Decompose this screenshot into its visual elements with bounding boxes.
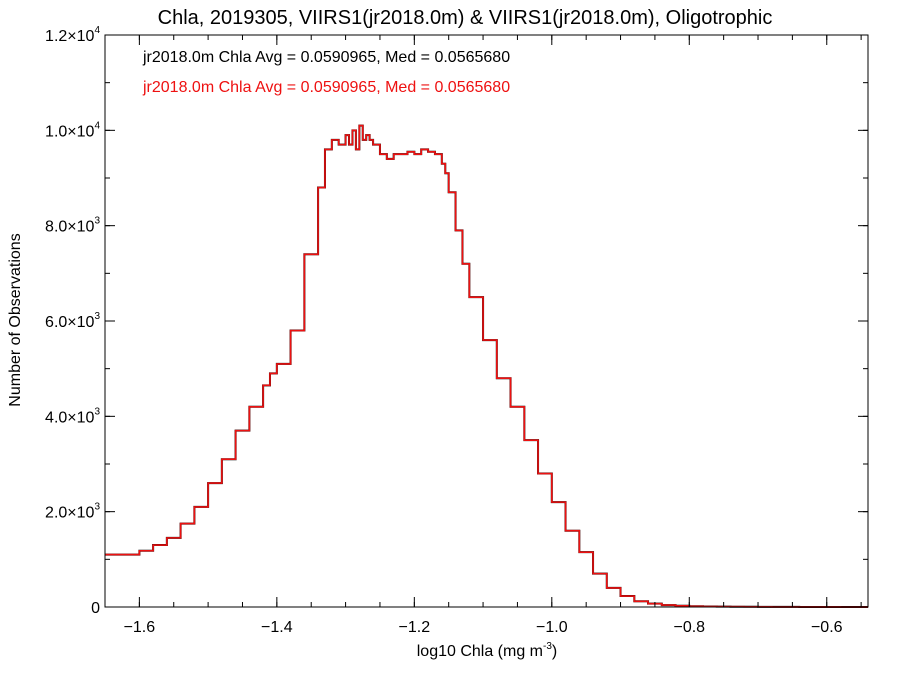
y-tick-label: 6.0×103 bbox=[45, 311, 100, 331]
plot-frame bbox=[104, 34, 869, 608]
stat-annotation-red: jr2018.0m Chla Avg = 0.0590965, Med = 0.… bbox=[142, 79, 510, 96]
y-tick-label: 1.2×104 bbox=[45, 25, 100, 45]
ticks-layer: −1.6 −1.4 −1.2 −1.0 −0.8 −0.6 0 2.0×103 4.0×103 6… bbox=[45, 25, 868, 636]
x-tick-label: −1.2 bbox=[399, 619, 431, 636]
series-line-black bbox=[105, 124, 868, 608]
y-tick-label: 0 bbox=[91, 600, 100, 617]
series-line-red bbox=[105, 124, 868, 608]
chart-title: Chla, 2019305, VIIRS1(jr2018.0m) & VIIRS… bbox=[158, 7, 773, 29]
y-tick-label: 4.0×103 bbox=[45, 406, 100, 426]
x-tick-label: −0.6 bbox=[811, 619, 843, 636]
stat-annotation-black: jr2018.0m Chla Avg = 0.0590965, Med = 0.… bbox=[142, 49, 510, 66]
x-tick-label: −0.8 bbox=[673, 619, 705, 636]
series-layer bbox=[105, 124, 868, 608]
x-tick-label: −1.4 bbox=[261, 619, 293, 636]
x-axis-label: log10 Chla (mg m-3) bbox=[417, 641, 558, 660]
x-tick-label: −1.6 bbox=[124, 619, 156, 636]
y-tick-label: 8.0×103 bbox=[45, 216, 100, 236]
y-tick-label: 2.0×103 bbox=[45, 502, 100, 522]
x-tick-label: −1.0 bbox=[536, 619, 568, 636]
y-tick-label: 1.0×104 bbox=[45, 120, 100, 140]
y-axis-label: Number of Observations bbox=[7, 233, 24, 406]
svg-text:Number of Observations: Number of Observations bbox=[7, 233, 24, 406]
